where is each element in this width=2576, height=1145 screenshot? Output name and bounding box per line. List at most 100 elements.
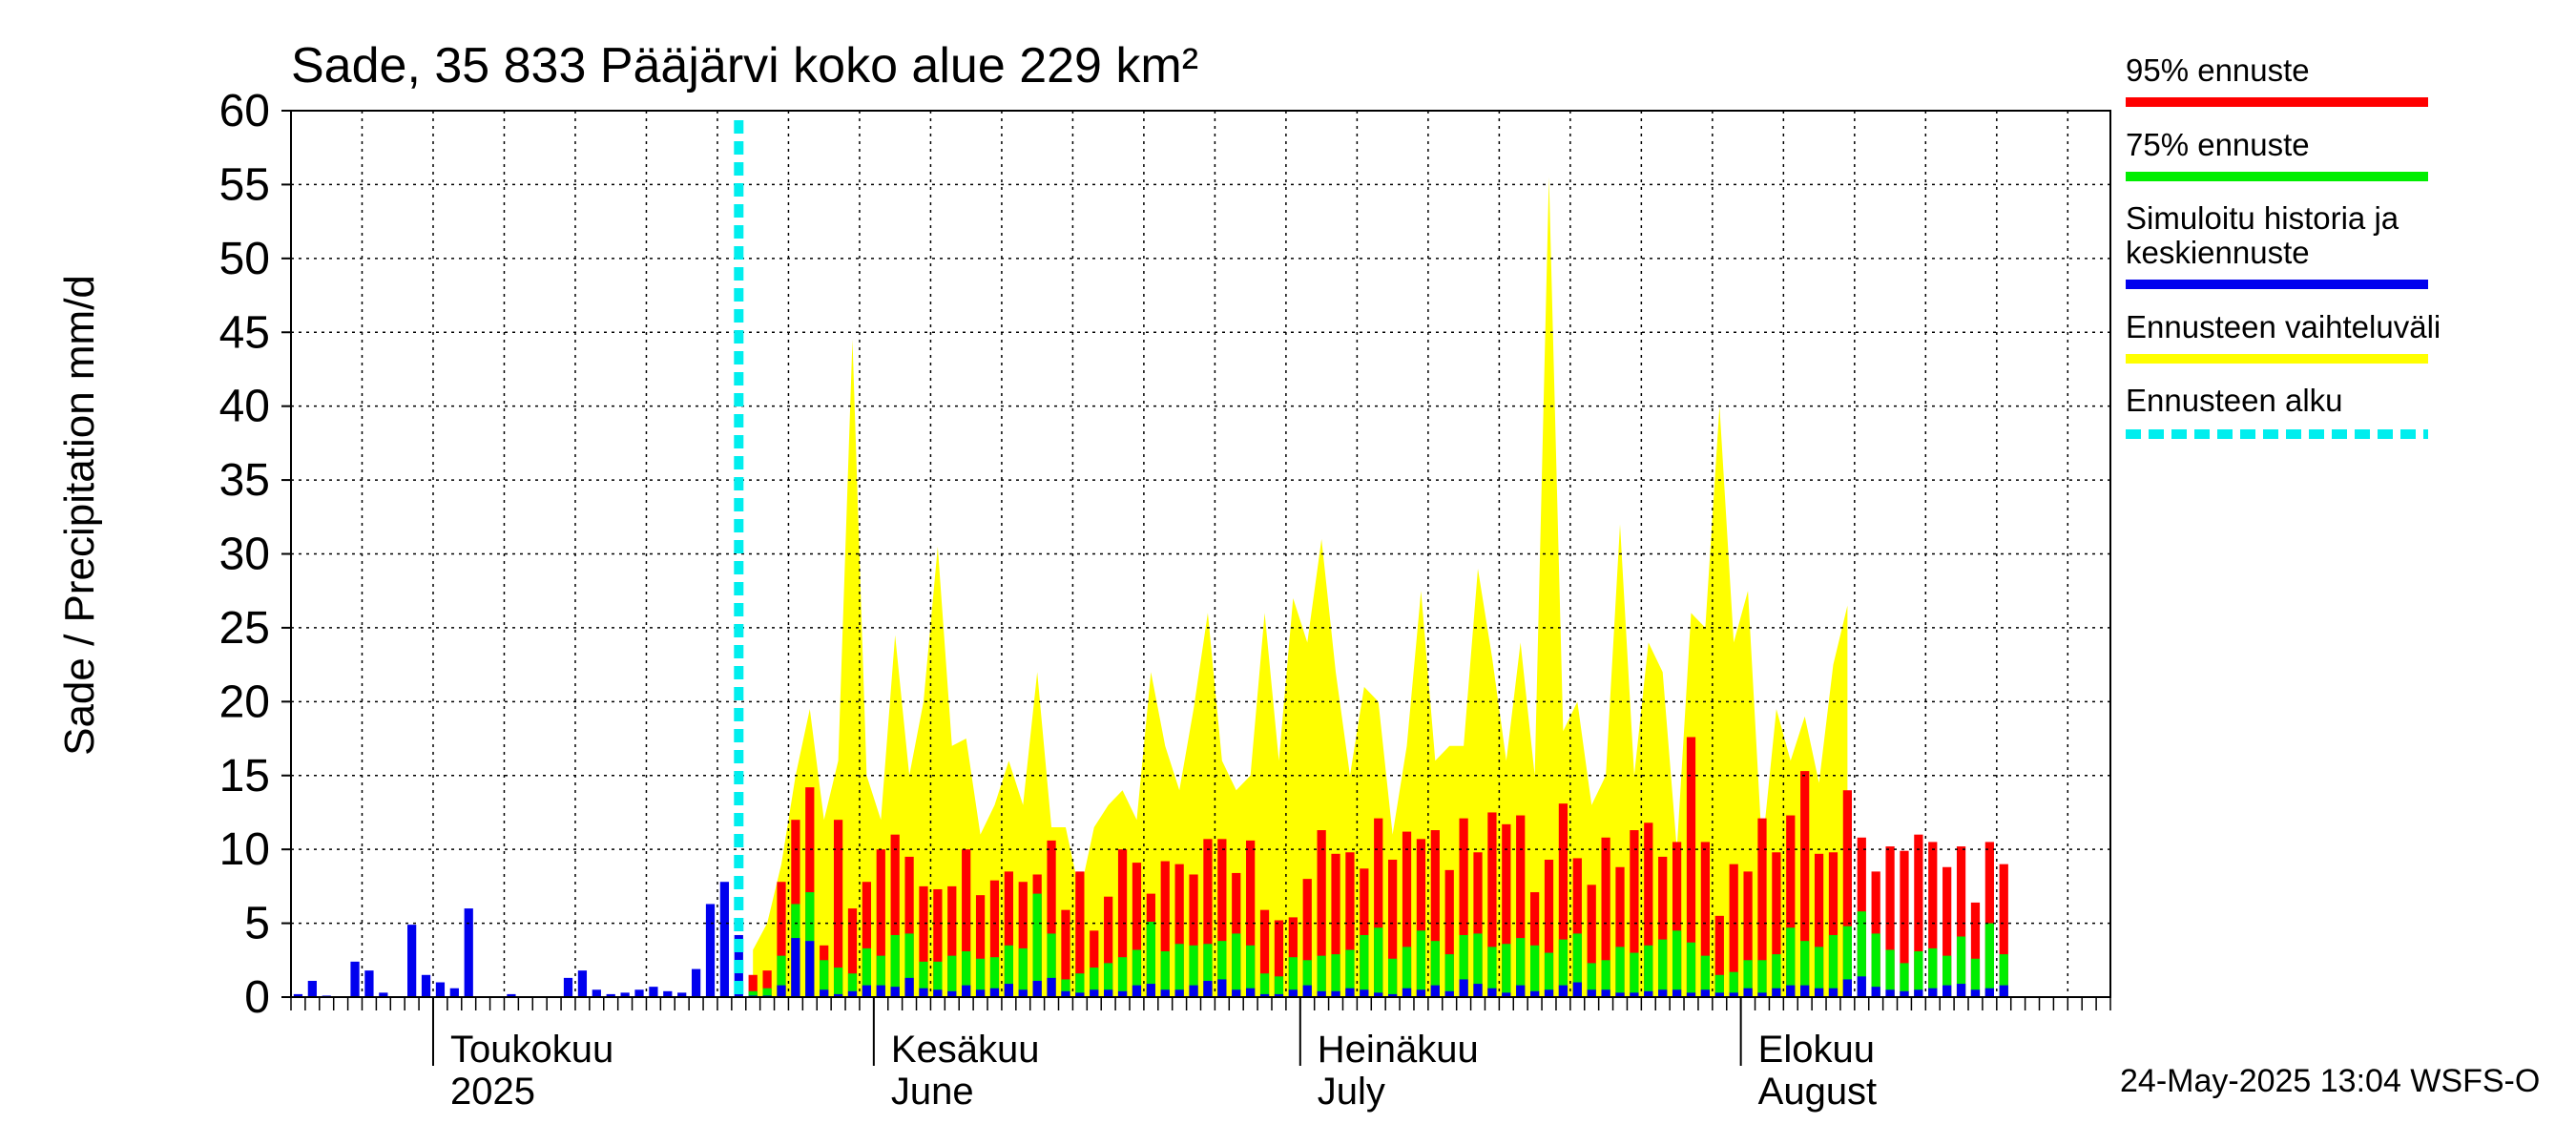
forecast-bar-75 [1984,923,1994,997]
footer-timestamp: 24-May-2025 13:04 WSFS-O [2120,1063,2540,1099]
forecast-bar-mean [933,989,943,997]
forecast-bar-75 [1090,968,1099,997]
forecast-bar-mean [989,988,1000,997]
forecast-bar-mean [1644,990,1653,997]
forecast-bar-95 [904,856,914,997]
forecast-bar-95 [1402,831,1412,997]
forecast-bar-95 [1487,812,1497,997]
forecast-bar-mean [1558,985,1568,997]
forecast-bar-95 [1374,818,1383,997]
forecast-bar-mean [1544,989,1554,997]
forecast-bar-95 [1132,863,1142,997]
forecast-bar-95 [1900,850,1909,997]
forecast-bar-mean [1857,976,1866,997]
forecast-bar-95 [989,880,1000,997]
y-tick-label: 45 [219,307,270,358]
forecast-bar-95 [1004,871,1013,997]
forecast-bar-mean [1430,985,1440,997]
forecast-bar-75 [1529,945,1540,997]
y-tick-label: 55 [219,159,270,210]
forecast-bar-75 [833,968,843,997]
forecast-bar-75 [1047,933,1056,997]
y-tick-label: 50 [219,234,270,284]
forecast-bar-mean [1360,989,1369,997]
forecast-bar-mean [847,990,858,997]
forecast-bar-95 [1615,866,1625,997]
forecast-bar-95 [1302,879,1312,997]
forecast-bar-95 [1360,868,1369,997]
history-bar [620,992,630,997]
forecast-bar-95 [1459,818,1468,997]
forecast-bar-95 [1956,846,1966,997]
history-bar [592,989,601,997]
forecast-bar-mean [1203,980,1213,997]
forecast-bar-75 [1061,979,1070,997]
forecast-bar-75 [1757,960,1767,997]
forecast-bar-mean [947,990,957,997]
forecast-bar-75 [1800,941,1810,997]
forecast-bar-75 [1374,927,1383,997]
forecast-bar-mean [1160,989,1170,997]
forecast-bar-mean [1601,989,1610,997]
forecast-bar-95 [1217,839,1227,997]
forecast-bar-75 [1871,933,1880,997]
forecast-bar-95 [1828,852,1839,997]
forecast-bar-95 [1914,834,1923,997]
forecast-bar-75 [1544,952,1554,997]
history-bar [663,990,673,997]
forecast-bar-75 [1828,934,1839,997]
forecast-bar-mean [1075,992,1085,997]
forecast-bar-95 [890,834,900,997]
forecast-bar-mean [1757,992,1767,997]
forecast-bar-75 [1032,893,1042,997]
forecast-bar-mean [1388,993,1398,997]
forecast-bar-95 [1203,839,1213,997]
forecast-bar-mean [1743,988,1753,997]
forecast-bar-75 [1004,945,1013,997]
forecast-bar-75 [1970,958,1981,997]
forecast-bar-75 [1217,941,1227,997]
forecast-bar-95 [1018,882,1028,997]
month-sublabel: 2025 [450,1071,535,1113]
forecast-bar-95 [1970,902,1981,997]
forecast-bar-mean [1714,992,1724,997]
forecast-bar-75 [947,955,957,997]
forecast-bar-75 [1772,954,1781,997]
forecast-bar-95 [1558,803,1568,997]
forecast-bar-mean [1174,989,1184,997]
forecast-bar-95 [1529,892,1540,997]
forecast-bar-mean [1018,989,1028,997]
history-bar [719,882,730,997]
forecast-bar-75 [1686,942,1696,997]
forecast-bar-mean [1459,979,1468,997]
forecast-bar-mean [1814,988,1824,997]
forecast-bar-95 [1686,737,1696,997]
forecast-bar-mean [975,989,986,997]
forecast-bar-95 [1075,871,1085,997]
forecast-bar-75 [1672,930,1682,997]
forecast-bar-75 [1857,911,1866,997]
forecast-bar-mean [833,993,843,997]
forecast-bar-75 [1572,933,1582,997]
forecast-bar-75 [1302,960,1312,997]
forecast-bar-mean [1032,980,1042,997]
forecast-bar-75 [1558,939,1568,997]
forecast-bar-95 [1658,856,1668,997]
forecast-bar-75 [1174,944,1184,997]
forecast-bar-95 [777,882,786,997]
y-axis: 0 5 10 15 20 25 30 35 40 45 50 55 60 [219,86,291,1023]
forecast-bar-75 [1516,938,1526,997]
history-bar [421,974,431,997]
forecast-bar-75 [748,990,758,997]
forecast-bar-75 [975,958,986,997]
forecast-bar-95 [1331,853,1340,997]
forecast-bar-mean [1630,992,1639,997]
forecast-bar-mean [890,987,900,997]
forecast-bar-mean [1061,990,1070,997]
forecast-bar-95 [862,882,872,997]
forecast-bar-95 [1345,852,1355,997]
legend-label: Simuloitu historia ja [2126,200,2399,236]
forecast-bar-mean [1217,979,1227,997]
forecast-bar-mean [862,985,872,997]
y-tick-label: 10 [219,824,270,875]
